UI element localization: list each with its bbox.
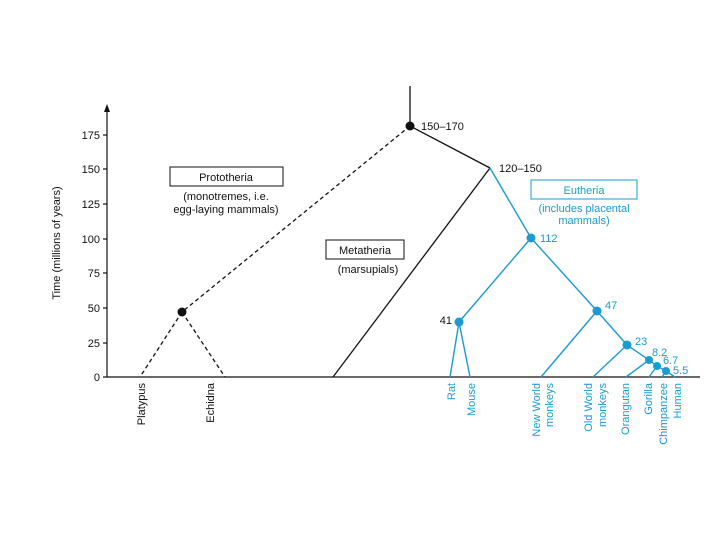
branch-echidna [181, 311, 226, 378]
leaf-labels: Platypus Echidna Rat Mouse New World mon… [136, 382, 684, 445]
y-axis-label: Time (millions of years) [51, 186, 63, 299]
leaf-chimpanzee: Chimpanzee [658, 383, 670, 445]
leaf-old-world-2: monkeys [597, 383, 609, 428]
leaf-human: Human [672, 383, 684, 418]
y-axis [103, 104, 700, 378]
leaf-rat: Rat [446, 383, 458, 400]
node-label-rodents: 41 [440, 315, 452, 327]
leaf-new-world-1: New World [531, 383, 543, 437]
y-tick-label-150: 150 [82, 164, 100, 176]
y-tick-label-50: 50 [88, 303, 100, 315]
leaf-new-world-2: monkeys [544, 383, 556, 428]
y-axis-arrow [104, 104, 110, 112]
group-metatheria: Metatheria (marsupials) [325, 239, 405, 276]
y-tick-label-0: 0 [94, 372, 100, 384]
leaf-mouse: Mouse [466, 383, 478, 416]
node-label-split: 120–150 [499, 163, 542, 175]
node-labels: 150–170 120–150 112 41 47 23 8.2 6.7 5.5 [421, 121, 688, 377]
branch-eutheria-to-rodents [458, 237, 532, 323]
y-tick-label-125: 125 [82, 199, 100, 211]
node-label-primates: 47 [605, 300, 617, 312]
branch-prototheria [181, 125, 411, 313]
node-rodents [454, 317, 464, 327]
node-gorilla [645, 356, 653, 364]
nodes [177, 121, 670, 375]
branch-old-world [592, 344, 628, 378]
node-label-gorilla: 8.2 [652, 347, 667, 359]
leaf-gorilla: Gorilla [643, 382, 655, 415]
node-eutheria [526, 233, 536, 243]
node-human [662, 367, 670, 375]
y-tick-label-75: 75 [88, 268, 100, 280]
group-prototheria: Prototheria (monotremes, i.e. egg-laying… [169, 166, 284, 216]
y-tick-label-25: 25 [88, 338, 100, 350]
branch-platypus [139, 311, 183, 378]
prototheria-desc-2: egg-laying mammals) [173, 204, 278, 216]
prototheria-box [169, 166, 284, 187]
node-label-human: 5.5 [673, 365, 688, 377]
eutheria-desc-1: (includes placental [538, 203, 629, 215]
branch-orangutan [625, 359, 650, 378]
node-label-eutheria: 112 [540, 233, 558, 245]
prototheria-desc-1: (monotremes, i.e. [183, 191, 269, 203]
metatheria-desc: (marsupials) [338, 264, 399, 276]
branch-eutheria-to-primates [530, 237, 598, 312]
leaf-old-world-1: Old World [583, 383, 595, 432]
metatheria-title: Metatheria [339, 245, 392, 257]
node-prototheria [177, 307, 187, 317]
node-root [405, 121, 415, 131]
metatheria-box [325, 239, 405, 260]
branch-primates-to-apes [596, 310, 628, 346]
eutheria-desc-2: mammals) [558, 215, 609, 227]
node-label-root: 150–170 [421, 121, 464, 133]
branch-rat [449, 321, 460, 378]
y-tick-label-175: 175 [82, 130, 100, 142]
branch-mouse [458, 321, 471, 378]
node-label-apes: 23 [635, 336, 647, 348]
node-chimp [653, 362, 661, 370]
branch-root-to-split [409, 125, 491, 169]
eutheria-box [530, 179, 638, 200]
black-branches [139, 86, 491, 378]
group-eutheria: Eutheria (includes placental mammals) [530, 179, 638, 227]
node-apes [622, 340, 632, 350]
branch-new-world [540, 310, 598, 378]
leaf-echidna: Echidna [205, 382, 217, 423]
node-label-chimp: 6.7 [663, 355, 678, 367]
prototheria-title: Prototheria [199, 172, 254, 184]
branch-metatheria [332, 167, 491, 378]
leaf-orangutan: Orangutan [620, 383, 632, 435]
y-tick-label-100: 100 [82, 234, 100, 246]
leaf-platypus: Platypus [136, 383, 148, 426]
eutheria-title: Eutheria [564, 185, 606, 197]
branch-split-to-eutheria [489, 167, 532, 239]
node-primates [592, 306, 602, 316]
y-tick-labels: 0 25 50 75 100 125 150 175 [82, 130, 100, 384]
